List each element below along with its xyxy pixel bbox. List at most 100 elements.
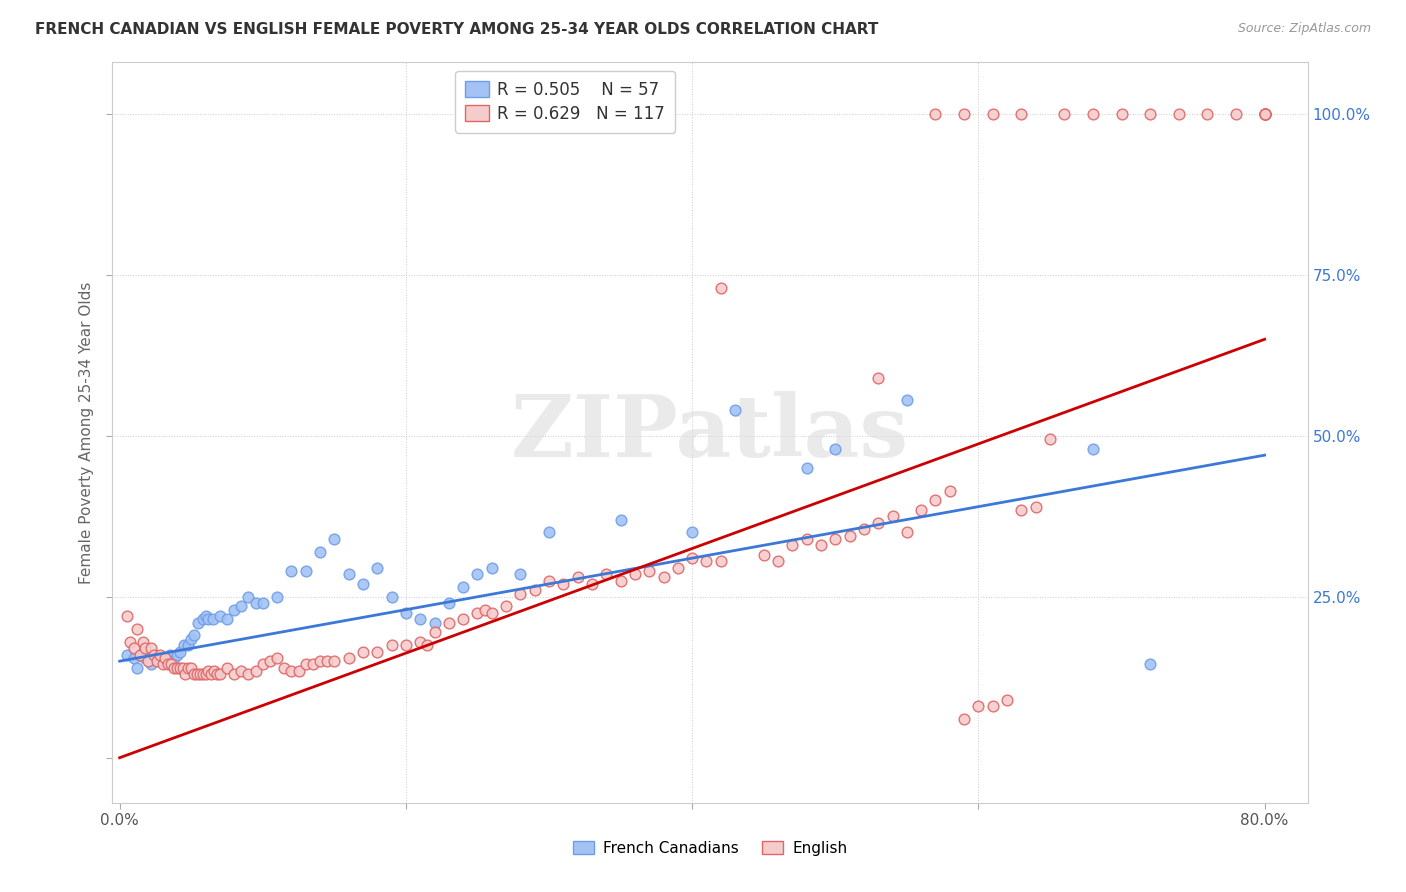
Point	[149, 648, 172, 662]
Point	[810, 538, 832, 552]
Point	[309, 545, 332, 559]
Point	[953, 712, 976, 726]
Point	[259, 654, 281, 668]
Point	[194, 609, 217, 624]
Point	[139, 657, 162, 672]
Point	[537, 574, 560, 588]
Point	[202, 664, 225, 678]
Point	[166, 648, 188, 662]
Point	[652, 570, 675, 584]
Point	[1010, 503, 1032, 517]
Point	[302, 657, 325, 672]
Point	[666, 561, 689, 575]
Point	[967, 699, 990, 714]
Point	[638, 564, 661, 578]
Point	[1081, 107, 1104, 121]
Point	[273, 660, 295, 674]
Point	[215, 612, 238, 626]
Point	[309, 654, 332, 668]
Point	[323, 532, 346, 546]
Point	[1225, 107, 1247, 121]
Point	[581, 577, 603, 591]
Point	[245, 664, 267, 678]
Point	[118, 635, 141, 649]
Point	[1197, 107, 1219, 121]
Point	[122, 651, 145, 665]
Point	[1081, 442, 1104, 456]
Point	[451, 580, 474, 594]
Point	[172, 660, 194, 674]
Point	[523, 583, 546, 598]
Point	[146, 654, 169, 668]
Point	[509, 567, 531, 582]
Point	[136, 651, 159, 665]
Legend: French Canadians, English: French Canadians, English	[567, 835, 853, 862]
Point	[266, 651, 288, 665]
Point	[882, 509, 904, 524]
Point	[294, 657, 316, 672]
Point	[1253, 107, 1275, 121]
Point	[224, 602, 246, 616]
Point	[173, 638, 195, 652]
Point	[194, 667, 217, 681]
Point	[1253, 107, 1275, 121]
Point	[782, 538, 804, 552]
Point	[122, 641, 145, 656]
Point	[238, 667, 260, 681]
Point	[128, 648, 150, 662]
Point	[215, 660, 238, 674]
Point	[125, 660, 148, 674]
Point	[409, 612, 432, 626]
Point	[495, 599, 517, 614]
Point	[266, 590, 288, 604]
Point	[1253, 107, 1275, 121]
Point	[231, 664, 253, 678]
Point	[981, 107, 1004, 121]
Point	[166, 660, 188, 674]
Point	[395, 606, 418, 620]
Point	[1253, 107, 1275, 121]
Point	[939, 483, 962, 498]
Point	[1167, 107, 1189, 121]
Point	[796, 532, 818, 546]
Point	[1053, 107, 1076, 121]
Point	[180, 660, 202, 674]
Point	[896, 525, 918, 540]
Point	[381, 590, 404, 604]
Point	[280, 564, 302, 578]
Point	[752, 548, 775, 562]
Point	[134, 651, 156, 665]
Point	[201, 612, 224, 626]
Point	[337, 567, 360, 582]
Point	[681, 551, 703, 566]
Point	[252, 596, 274, 610]
Point	[139, 641, 162, 656]
Point	[238, 590, 260, 604]
Point	[191, 612, 214, 626]
Point	[409, 635, 432, 649]
Point	[143, 648, 166, 662]
Point	[129, 648, 152, 662]
Point	[896, 393, 918, 408]
Point	[316, 654, 339, 668]
Point	[824, 442, 846, 456]
Point	[1111, 107, 1133, 121]
Point	[169, 644, 191, 658]
Point	[481, 561, 503, 575]
Point	[481, 606, 503, 620]
Point	[1253, 107, 1275, 121]
Point	[231, 599, 253, 614]
Point	[537, 525, 560, 540]
Point	[252, 657, 274, 672]
Point	[451, 612, 474, 626]
Point	[1253, 107, 1275, 121]
Point	[208, 667, 231, 681]
Point	[155, 651, 177, 665]
Point	[953, 107, 976, 121]
Point	[423, 625, 446, 640]
Point	[724, 403, 747, 417]
Point	[423, 615, 446, 630]
Point	[183, 667, 205, 681]
Point	[136, 654, 159, 668]
Point	[155, 651, 177, 665]
